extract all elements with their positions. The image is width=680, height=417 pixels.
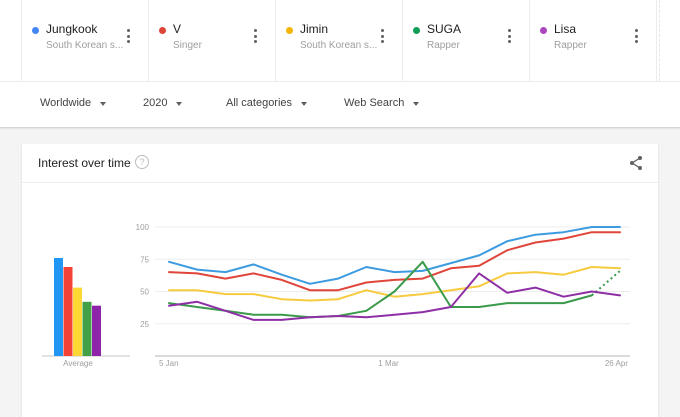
series-color-dot bbox=[540, 27, 547, 34]
interest-over-time-card: Interest over time ? Average 25 50 75 100 5 … bbox=[22, 144, 658, 417]
compare-terms-bar: Jungkook South Korean s... V Singer Jimi… bbox=[0, 0, 680, 82]
dropdown-caret-icon bbox=[176, 101, 183, 106]
term-name: Lisa bbox=[554, 22, 577, 36]
add-term-slot[interactable] bbox=[659, 0, 680, 81]
term-v[interactable]: V Singer bbox=[149, 0, 276, 82]
term-name: SUGA bbox=[427, 22, 462, 36]
more-vert-icon[interactable] bbox=[633, 29, 639, 43]
term-subtitle: South Korean s... bbox=[46, 40, 124, 51]
x-tick-label: 26 Apr bbox=[605, 359, 628, 368]
term-subtitle: Rapper bbox=[427, 40, 460, 51]
term-lisa[interactable]: Lisa Rapper bbox=[530, 0, 657, 82]
term-subtitle: South Korean s... bbox=[300, 40, 378, 51]
y-tick-label: 75 bbox=[140, 255, 149, 264]
term-suga[interactable]: SUGA Rapper bbox=[403, 0, 530, 82]
category-select[interactable]: All categories bbox=[226, 97, 308, 109]
series-line-jungkook[interactable] bbox=[168, 226, 621, 285]
series-line-lisa[interactable] bbox=[168, 272, 621, 321]
filters-bar: Worldwide 2020 All categories Web Search bbox=[0, 82, 680, 128]
y-tick-label: 50 bbox=[140, 288, 149, 297]
bar-x-label: Average bbox=[63, 359, 93, 368]
search-property-label: Web Search bbox=[344, 97, 405, 109]
card-title: Interest over time bbox=[38, 156, 131, 170]
terms-left-spacer bbox=[0, 0, 22, 81]
share-icon[interactable] bbox=[628, 155, 644, 171]
term-subtitle: Rapper bbox=[554, 40, 587, 51]
avg-bar-jungkook[interactable] bbox=[54, 257, 63, 356]
more-vert-icon[interactable] bbox=[506, 29, 512, 43]
avg-bar-suga[interactable] bbox=[82, 301, 92, 356]
term-subtitle: Singer bbox=[173, 40, 202, 51]
region-select[interactable]: Worldwide bbox=[40, 97, 107, 109]
term-name: V bbox=[173, 22, 182, 36]
time-range-label: 2020 bbox=[143, 97, 168, 109]
series-line-v[interactable] bbox=[168, 231, 621, 292]
time-range-select[interactable]: 2020 bbox=[143, 97, 183, 109]
dropdown-caret-icon bbox=[301, 101, 308, 106]
card-header: Interest over time ? bbox=[22, 144, 658, 183]
series-color-dot bbox=[413, 27, 420, 34]
avg-bar-v[interactable] bbox=[63, 266, 73, 356]
more-vert-icon[interactable] bbox=[252, 29, 258, 43]
dropdown-caret-icon bbox=[413, 101, 420, 106]
avg-bar-lisa[interactable] bbox=[92, 305, 101, 356]
term-jimin[interactable]: Jimin South Korean s... bbox=[276, 0, 403, 82]
more-vert-icon[interactable] bbox=[125, 29, 131, 43]
series-color-dot bbox=[159, 27, 166, 34]
series-color-dot bbox=[286, 27, 293, 34]
x-tick-label: 1 Mar bbox=[378, 359, 399, 368]
series-line-suga[interactable] bbox=[168, 260, 593, 319]
y-tick-label: 25 bbox=[140, 320, 149, 329]
help-icon[interactable]: ? bbox=[135, 155, 149, 169]
search-property-select[interactable]: Web Search bbox=[344, 97, 420, 109]
more-vert-icon[interactable] bbox=[379, 29, 385, 43]
term-name: Jimin bbox=[300, 22, 329, 36]
series-color-dot bbox=[32, 27, 39, 34]
x-tick-label: 5 Jan bbox=[159, 359, 179, 368]
region-select-label: Worldwide bbox=[40, 97, 92, 109]
avg-bar-jimin[interactable] bbox=[73, 287, 82, 356]
category-label: All categories bbox=[226, 97, 293, 109]
term-name: Jungkook bbox=[46, 22, 98, 36]
interest-line-chart: 25 50 75 100 5 Jan 1 Mar 26 Apr bbox=[136, 223, 630, 368]
series-line-jimin[interactable] bbox=[168, 266, 621, 302]
average-bar-chart: Average bbox=[42, 257, 130, 368]
interest-chart: Average 25 50 75 100 5 Jan 1 Mar 26 Apr bbox=[42, 223, 630, 368]
term-jungkook[interactable]: Jungkook South Korean s... bbox=[22, 0, 149, 82]
y-tick-label: 100 bbox=[136, 223, 150, 232]
dropdown-caret-icon bbox=[100, 101, 107, 106]
